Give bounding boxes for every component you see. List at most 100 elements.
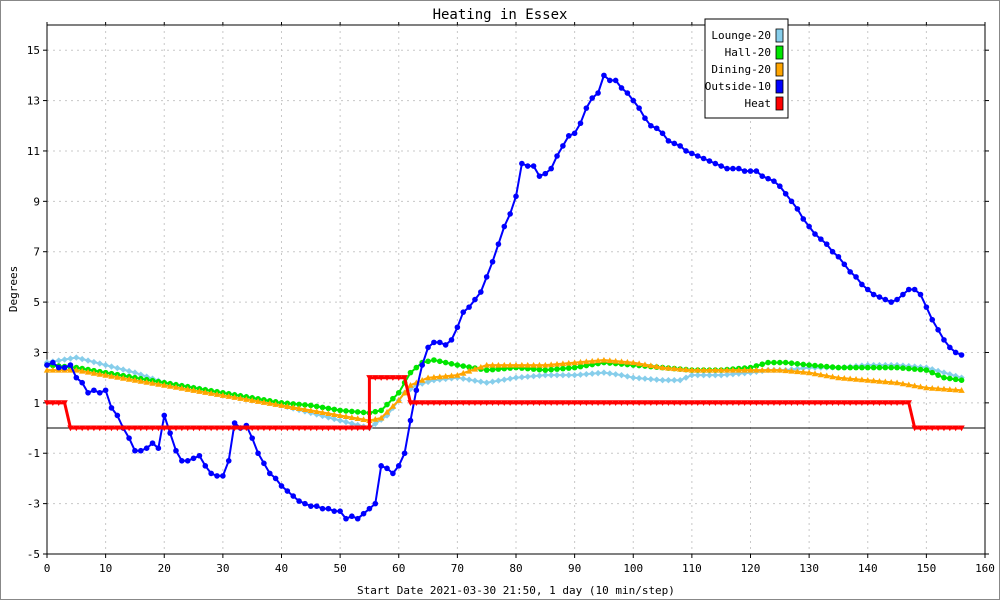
- data-point: [512, 400, 520, 407]
- data-point: [143, 379, 150, 385]
- data-point: [600, 400, 608, 407]
- data-point: [759, 400, 766, 407]
- x-tick-label: 20: [158, 562, 171, 575]
- data-point: [811, 370, 819, 377]
- data-point: [125, 425, 133, 432]
- data-point: [272, 475, 279, 482]
- data-point: [818, 363, 824, 369]
- data-point: [155, 425, 162, 432]
- data-point: [149, 425, 156, 432]
- data-point: [888, 364, 894, 371]
- data-point: [571, 371, 578, 379]
- data-point: [143, 445, 150, 452]
- data-point: [73, 354, 80, 361]
- data-point: [190, 387, 197, 393]
- data-point: [717, 400, 725, 407]
- data-point: [413, 364, 420, 371]
- data-point: [776, 366, 784, 373]
- y-tick-label: 13: [27, 95, 40, 108]
- data-point: [138, 447, 144, 454]
- data-point: [506, 361, 514, 368]
- data-point: [589, 95, 596, 101]
- data-point: [542, 170, 549, 177]
- data-point: [336, 412, 344, 419]
- data-point: [689, 150, 695, 157]
- data-point: [946, 425, 954, 432]
- data-point: [641, 375, 649, 382]
- data-point: [612, 371, 619, 378]
- data-point: [272, 401, 279, 407]
- legend-entry-label: Lounge-20: [711, 29, 771, 42]
- data-point: [231, 420, 238, 426]
- data-point: [747, 168, 754, 174]
- data-point: [665, 400, 672, 407]
- data-point: [296, 401, 302, 408]
- data-point: [600, 356, 608, 363]
- legend-entry-label: Dining-20: [711, 63, 771, 76]
- data-point: [213, 425, 221, 432]
- data-point: [940, 385, 948, 392]
- data-point: [682, 400, 690, 407]
- data-point: [841, 374, 848, 381]
- data-point: [829, 400, 836, 407]
- data-point: [905, 400, 912, 407]
- data-point: [852, 400, 860, 407]
- legend-swatch: [775, 62, 784, 77]
- data-point: [876, 294, 883, 300]
- data-point: [952, 386, 959, 393]
- data-point: [952, 425, 959, 432]
- data-point: [718, 163, 724, 169]
- x-tick-label: 40: [275, 562, 288, 575]
- data-point: [659, 400, 666, 407]
- data-point: [348, 425, 356, 432]
- data-point: [606, 400, 613, 407]
- data-point: [536, 173, 543, 179]
- data-point: [73, 425, 80, 432]
- data-point: [958, 387, 965, 393]
- x-tick-label: 120: [741, 562, 761, 575]
- data-point: [805, 400, 813, 407]
- data-point: [929, 366, 936, 373]
- data-point: [108, 405, 115, 411]
- data-point: [958, 377, 965, 383]
- data-point: [436, 400, 443, 407]
- data-point: [823, 372, 830, 379]
- data-point: [536, 361, 543, 368]
- data-point: [471, 400, 479, 407]
- data-point: [67, 366, 74, 373]
- data-point: [618, 358, 625, 365]
- data-point: [202, 389, 209, 395]
- data-point: [489, 378, 496, 385]
- data-point: [559, 400, 567, 407]
- data-point: [266, 470, 273, 477]
- data-point: [155, 381, 162, 387]
- data-point: [349, 513, 355, 520]
- data-point: [448, 361, 455, 367]
- data-point: [940, 369, 948, 376]
- data-point: [331, 508, 338, 514]
- data-point: [536, 372, 543, 379]
- data-point: [565, 371, 572, 379]
- data-point: [395, 375, 402, 381]
- x-tick-label: 70: [451, 562, 464, 575]
- data-point: [647, 375, 655, 383]
- data-point: [243, 425, 250, 432]
- data-point: [290, 401, 297, 407]
- data-point: [876, 400, 883, 407]
- data-point: [407, 400, 414, 407]
- data-point: [671, 376, 678, 384]
- data-point: [794, 400, 801, 407]
- data-point: [436, 339, 443, 346]
- data-point: [126, 435, 132, 441]
- data-point: [694, 371, 701, 379]
- data-point: [460, 369, 467, 376]
- data-point: [823, 241, 830, 247]
- data-point: [694, 366, 701, 373]
- data-point: [178, 385, 186, 391]
- data-point: [548, 366, 554, 373]
- data-point: [308, 503, 314, 509]
- x-tick-label: 130: [799, 562, 819, 575]
- x-axis-label: Start Date 2021-03-30 21:50, 1 day (10 m…: [357, 584, 675, 597]
- data-point: [90, 369, 98, 376]
- data-point: [313, 503, 320, 509]
